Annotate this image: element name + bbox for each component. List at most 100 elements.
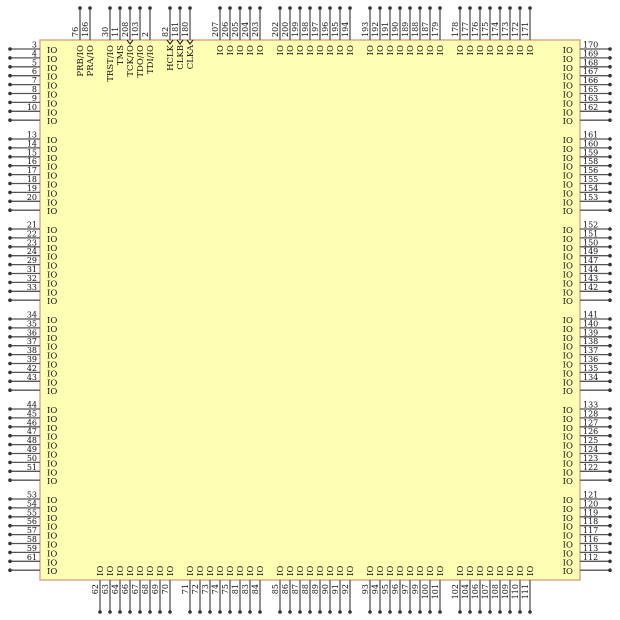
pin-end-dot: [8, 82, 12, 87]
pin-label: IO: [47, 406, 57, 416]
pin-number: 37: [27, 337, 37, 346]
pin-number: 124: [583, 445, 598, 454]
pin-label: IO: [226, 566, 236, 576]
pin-label: IO: [47, 297, 57, 307]
pin-label: IO: [47, 55, 57, 65]
pin-label: IO: [563, 226, 573, 236]
pin-end-dot: [608, 199, 612, 204]
pin-number: 87: [291, 584, 300, 594]
pin-number: 195: [331, 22, 340, 37]
pin-number: 47: [27, 427, 37, 436]
pin-label: IO: [486, 45, 496, 55]
pin-end-dot: [308, 610, 312, 614]
pin-number: 42: [27, 364, 37, 373]
pin-end-dot: [608, 379, 612, 384]
pin-number: 136: [583, 355, 598, 364]
pin-end-dot: [8, 271, 12, 276]
pin-number: 197: [311, 22, 320, 37]
pin-label: IO: [563, 145, 573, 155]
pin-number: 53: [27, 491, 37, 500]
pin-end-dot: [608, 317, 612, 321]
pin-end-dot: [8, 155, 12, 159]
pin-label: IO: [296, 45, 306, 55]
pin-number: 203: [251, 22, 260, 37]
pin-label: IO: [486, 566, 496, 576]
pin-number: 138: [583, 337, 598, 346]
pin-number: 116: [583, 535, 598, 544]
pin-end-dot: [328, 6, 332, 10]
pin-number: 191: [381, 22, 390, 37]
pin-end-dot: [8, 317, 12, 321]
pin-number: 173: [501, 22, 510, 37]
pin-label: IO: [246, 566, 256, 576]
pin-number: 144: [583, 265, 598, 274]
pin-label: IO: [96, 566, 106, 576]
pin-end-dot: [8, 146, 12, 150]
pin-end-dot: [8, 73, 12, 78]
pin-number: 94: [371, 584, 380, 594]
pin-end-dot: [8, 280, 12, 285]
pin-end-dot: [368, 610, 372, 614]
pin-number: 35: [27, 319, 37, 328]
pin-label: PRB/IO: [76, 45, 86, 77]
pin-end-dot: [608, 523, 612, 528]
pin-end-dot: [8, 199, 12, 204]
pin-label: IO: [476, 45, 486, 55]
pin-number: 106: [471, 584, 480, 599]
pin-label: IO: [47, 91, 57, 101]
pin-label: IO: [506, 45, 516, 55]
pin-label: CLKA: [186, 44, 196, 69]
pin-end-dot: [408, 610, 412, 614]
pin-number: 45: [27, 409, 37, 418]
pin-label: IO: [47, 145, 57, 155]
pin-end-dot: [608, 541, 612, 546]
pin-number: 153: [583, 193, 598, 202]
pin-label: TDO/IO: [136, 45, 146, 78]
pin-end-dot: [108, 610, 112, 614]
pin-number: 193: [361, 22, 370, 37]
pin-number: 81: [231, 584, 240, 594]
pin-label: IO: [47, 136, 57, 146]
pin-end-dot: [348, 6, 352, 10]
pin-number: 15: [27, 148, 37, 157]
pin-label: IO: [563, 424, 573, 434]
pin-end-dot: [608, 370, 612, 375]
pin-label: IO: [47, 235, 57, 245]
pin-number: 99: [411, 584, 420, 594]
pin-label: IO: [563, 235, 573, 245]
pin-label: IO: [216, 45, 226, 55]
pin-number: 86: [281, 584, 290, 594]
pin-label: IO: [496, 45, 506, 55]
pin-number: 165: [583, 85, 598, 94]
pin-number: 3: [32, 41, 37, 50]
pin-number: 16: [27, 157, 37, 166]
pin-label: IO: [346, 566, 356, 576]
pin-end-dot: [8, 568, 12, 572]
pin-number: 151: [583, 229, 598, 238]
pin-end-dot: [8, 47, 12, 51]
pin-label: IO: [376, 45, 386, 55]
pin-number: 84: [251, 584, 260, 594]
pin-number: 46: [27, 418, 37, 427]
pin-end-dot: [458, 610, 462, 614]
pin-end-dot: [8, 137, 12, 141]
pin-number: 21: [27, 221, 37, 230]
pin-label: IO: [47, 459, 57, 469]
pin-label: IO: [116, 566, 126, 576]
pin-label: IO: [563, 297, 573, 307]
pin-label: IO: [396, 45, 406, 55]
pin-end-dot: [8, 163, 12, 168]
pin-number: 188: [411, 22, 420, 37]
pin-end-dot: [298, 6, 302, 10]
pin-label: IO: [236, 566, 246, 576]
pin-end-dot: [608, 497, 612, 501]
pin-label: IO: [563, 378, 573, 388]
pin-end-dot: [8, 433, 12, 438]
pin-end-dot: [288, 610, 292, 614]
pin-end-dot: [458, 6, 462, 10]
pin-number: 50: [27, 454, 37, 463]
pin-number: 18: [27, 175, 37, 184]
pin-end-dot: [8, 91, 12, 96]
pin-number: 4: [32, 49, 37, 58]
pin-end-dot: [608, 65, 612, 69]
